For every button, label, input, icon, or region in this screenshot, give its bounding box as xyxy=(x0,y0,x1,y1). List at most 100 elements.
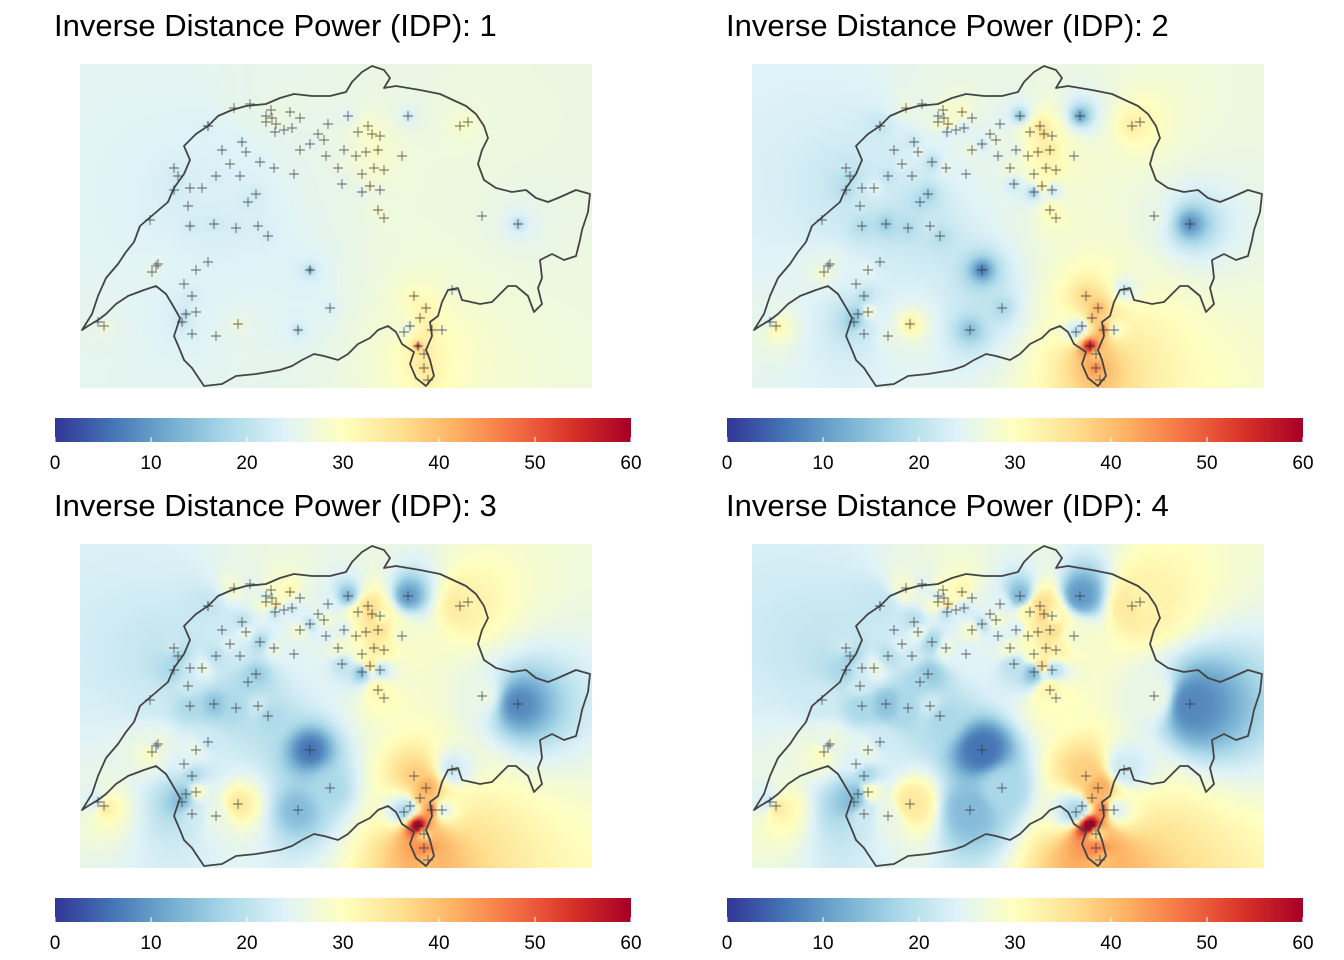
station-marker-icon xyxy=(271,119,281,129)
station-marker-icon xyxy=(771,321,781,331)
station-marker-icon xyxy=(1045,625,1055,635)
station-marker-icon xyxy=(361,627,371,637)
station-marker-icon xyxy=(203,601,213,611)
station-marker-icon xyxy=(933,117,943,127)
station-marker-icon xyxy=(245,579,255,589)
station-marker-icon xyxy=(313,609,323,619)
station-marker-icon xyxy=(1011,145,1021,155)
station-marker-icon xyxy=(857,701,867,711)
station-marker-icon xyxy=(913,627,923,637)
station-marker-icon xyxy=(295,625,305,635)
station-marker-icon xyxy=(151,741,161,751)
station-marker-icon xyxy=(337,179,347,189)
station-marker-icon xyxy=(1029,187,1039,197)
station-marker-icon xyxy=(399,807,409,817)
station-marker-icon xyxy=(869,183,879,193)
station-marker-icon xyxy=(235,171,245,181)
panel-title: Inverse Distance Power (IDP): 2 xyxy=(726,8,1169,43)
station-marker-icon xyxy=(977,265,987,275)
station-marker-icon xyxy=(985,129,995,139)
station-marker-icon xyxy=(925,221,935,231)
station-marker-icon xyxy=(917,99,927,109)
station-marker-icon xyxy=(1037,181,1047,191)
station-marker-icon xyxy=(423,855,433,865)
station-marker-icon xyxy=(823,261,833,271)
station-marker-icon xyxy=(255,637,265,647)
station-marker-icon xyxy=(319,135,329,145)
station-marker-icon xyxy=(1185,699,1195,709)
station-marker-icon xyxy=(269,163,279,173)
station-marker-icon xyxy=(863,265,873,275)
station-marker-icon xyxy=(959,123,969,133)
colorbar-tick-label: 20 xyxy=(908,933,929,954)
colorbar-tick-label: 20 xyxy=(236,933,257,954)
station-marker-icon xyxy=(373,145,383,155)
station-marker-icon xyxy=(339,145,349,155)
station-marker-icon xyxy=(977,139,987,149)
station-marker-icon xyxy=(875,737,885,747)
station-markers xyxy=(93,99,523,385)
station-marker-icon xyxy=(859,771,869,781)
station-marker-icon xyxy=(923,669,933,679)
station-marker-icon xyxy=(889,145,899,155)
station-marker-icon xyxy=(883,811,893,821)
station-marker-icon xyxy=(961,169,971,179)
station-marker-icon xyxy=(915,197,925,207)
station-marker-icon xyxy=(339,625,349,635)
panel-title: Inverse Distance Power (IDP): 1 xyxy=(54,8,497,43)
colorbar-legend: 0 10 20 30 40 50 60 xyxy=(722,418,1314,474)
colorbar-tick-label: 20 xyxy=(236,453,257,474)
station-marker-icon xyxy=(1091,363,1101,373)
station-marker-icon xyxy=(1119,765,1129,775)
station-marker-icon xyxy=(173,651,183,661)
station-marker-icon xyxy=(477,691,487,701)
station-marker-icon xyxy=(271,599,281,609)
station-marker-icon xyxy=(1095,375,1105,385)
station-marker-icon xyxy=(939,113,949,123)
station-marker-icon xyxy=(863,745,873,755)
station-marker-icon xyxy=(289,649,299,659)
panel-title: Inverse Distance Power (IDP): 4 xyxy=(726,488,1169,523)
station-marker-icon xyxy=(883,171,893,181)
station-marker-icon xyxy=(295,145,305,155)
map-svg xyxy=(752,64,1264,388)
station-marker-icon xyxy=(1075,111,1085,121)
station-marker-icon xyxy=(853,789,863,799)
station-marker-icon xyxy=(915,677,925,687)
station-marker-icon xyxy=(941,163,951,173)
station-marker-icon xyxy=(943,119,953,129)
station-marker-icon xyxy=(997,303,1007,313)
station-marker-icon xyxy=(1051,165,1061,175)
colorbar-tick-label: 0 xyxy=(50,453,61,474)
station-marker-icon xyxy=(1051,213,1061,223)
station-marker-icon xyxy=(427,325,437,335)
station-marker-icon xyxy=(203,121,213,131)
station-marker-icon xyxy=(905,799,915,809)
colorbar-tick-label: 40 xyxy=(428,453,449,474)
station-marker-icon xyxy=(857,183,867,193)
station-marker-icon xyxy=(897,159,907,169)
station-marker-icon xyxy=(373,625,383,635)
station-marker-icon xyxy=(1035,121,1045,131)
station-marker-icon xyxy=(405,321,415,331)
station-marker-icon xyxy=(883,651,893,661)
station-marker-icon xyxy=(817,215,827,225)
station-marker-icon xyxy=(943,599,953,609)
station-marker-icon xyxy=(421,783,431,793)
station-marker-icon xyxy=(437,805,447,815)
station-marker-icon xyxy=(1091,829,1101,839)
station-marker-icon xyxy=(263,711,273,721)
colorbar-tick-label: 0 xyxy=(722,933,733,954)
station-marker-icon xyxy=(881,699,891,709)
colorbar-legend: 0 10 20 30 40 50 60 xyxy=(50,418,642,474)
station-marker-icon xyxy=(279,125,289,135)
station-marker-icon xyxy=(1093,783,1103,793)
colorbar-legend: 0 10 20 30 40 50 60 xyxy=(722,898,1314,954)
station-marker-icon xyxy=(351,151,361,161)
station-marker-icon xyxy=(1015,591,1025,601)
colorbar-tick-label: 10 xyxy=(812,933,833,954)
station-marker-icon xyxy=(1015,111,1025,121)
station-marker-icon xyxy=(357,667,367,677)
station-marker-icon xyxy=(851,279,861,289)
station-marker-icon xyxy=(1035,601,1045,611)
